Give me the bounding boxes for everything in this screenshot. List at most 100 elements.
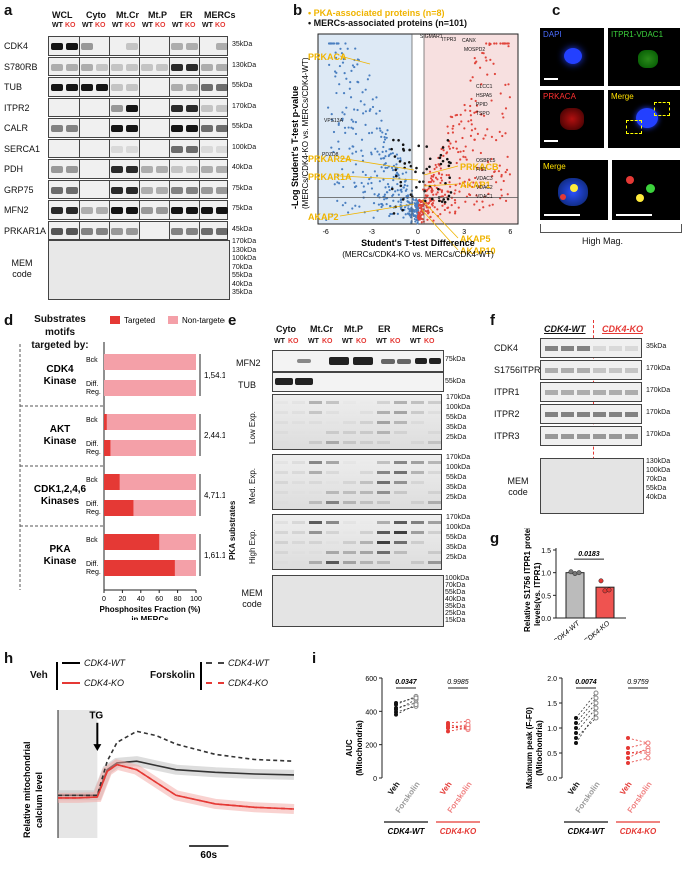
panel-a-mem-blot: [48, 240, 230, 300]
i-ytick: 1.0: [547, 726, 557, 733]
i-ylabel-1: AUC: [345, 739, 354, 757]
g-xtick: CDK4-KO: [583, 620, 612, 640]
panel-a-blots: CDK4 35kDa S780RB 130kDa TUB 55kDa ITPR2 170kDa…: [0, 36, 270, 256]
a-row-label: ITPR2: [4, 102, 30, 113]
i-pair-line: [575, 717, 597, 739]
e-band: [326, 521, 339, 524]
e-exposure-blot: [272, 514, 442, 570]
e-band: [275, 461, 288, 464]
e-pka-substrates: PKA substrates: [228, 500, 237, 560]
i-point-fors: [465, 722, 471, 728]
img-highmag-2: [612, 160, 680, 220]
i-ytick: 200: [365, 743, 377, 750]
e-band: [309, 521, 322, 524]
a-band: [51, 166, 63, 174]
a-lane-divider: [79, 119, 80, 137]
e-band: [428, 521, 441, 524]
e-band: [309, 501, 322, 504]
a-lane-divider: [169, 78, 170, 96]
e-band: [377, 551, 390, 554]
mercs-label: FIS1: [476, 167, 487, 173]
e-band: [394, 541, 407, 544]
a-row-label: TUB: [4, 82, 22, 92]
i-pair-line: [627, 737, 649, 744]
bar-non-targeted: [104, 474, 196, 490]
e-band: [275, 541, 288, 544]
f-band: [577, 390, 590, 395]
mercs-label: CANX: [462, 38, 477, 44]
e-band: [394, 491, 407, 494]
kinase-name-2: Kinase: [44, 436, 77, 447]
a-lane-divider: [79, 98, 80, 116]
i-point-veh: [574, 741, 578, 745]
e-mem-code: MEM code: [241, 588, 263, 609]
a-band: [81, 84, 93, 92]
f-band: [609, 390, 622, 395]
e-band: [360, 481, 373, 484]
e-band: [292, 521, 305, 524]
a-lane-divider: [169, 98, 170, 116]
legend-targeted: Targeted: [124, 316, 155, 325]
b-ylabel-1: -Log Student's T-test p-value: [290, 86, 300, 209]
mercs-label: TSPO: [476, 111, 490, 117]
pka-label: PRKAR1A: [308, 172, 352, 182]
e-band: [275, 441, 288, 444]
a-band: [51, 43, 63, 51]
f-band: [545, 412, 558, 417]
e-band: [428, 401, 441, 404]
a-band: [111, 166, 123, 174]
a-ko-label: KO: [95, 22, 106, 29]
a-blot-strip: [48, 200, 228, 220]
legend-mercs-text: MERCs-associated proteins (n=101): [313, 18, 467, 28]
h-fors-ko-line: [206, 682, 224, 684]
a-lane-divider: [199, 221, 200, 239]
a-band: [66, 84, 78, 92]
i-ytick: 0.0: [547, 776, 557, 783]
f-mem-kda-tick: 70kDa: [646, 476, 667, 483]
label-merge-highmag: Merge: [543, 162, 566, 171]
e-band: [377, 421, 390, 424]
a-lane-divider: [139, 160, 140, 178]
group-mtp: Mt.P: [148, 10, 167, 20]
e-band: [309, 471, 322, 474]
e-band: [343, 481, 356, 484]
e-band: [275, 501, 288, 504]
i-pair-line: [575, 697, 597, 724]
d-pvalue: 4,71.10-8: [204, 491, 225, 500]
f-band: [577, 434, 590, 439]
e-band: [411, 481, 424, 484]
a-band: [201, 84, 213, 92]
h-fors-wt: CDK4-WT: [228, 658, 269, 668]
g-point: [568, 569, 574, 575]
e-band: [411, 471, 424, 474]
a-row-label: S780RB: [4, 61, 38, 72]
a-lane-divider: [169, 180, 170, 198]
i-point-fors: [593, 700, 599, 706]
e-band: [343, 521, 356, 524]
label-dapi: DAPI: [543, 30, 562, 39]
h-fors-ko: CDK4-KO: [228, 678, 269, 688]
a-band: [126, 84, 138, 92]
e-mem-kda-tick: 15kDa: [445, 617, 466, 624]
a-lane-divider: [79, 160, 80, 178]
f-blot-strip: [540, 382, 642, 402]
bar-targeted: [104, 474, 120, 490]
i-point-veh: [394, 706, 398, 710]
h-veh-ko: CDK4-KO: [84, 678, 125, 688]
a-lane-divider: [199, 37, 200, 55]
legend-targeted-swatch: [110, 316, 120, 324]
e-kda-tick: 100kDa: [446, 464, 471, 471]
i-point-fors: [593, 690, 599, 696]
a-lane-divider: [109, 37, 110, 55]
h-scale-label: 60s: [200, 850, 217, 861]
g-xtick: CDK4-WT: [552, 620, 581, 640]
f-mem-kda-tick: 55kDa: [646, 485, 667, 492]
mercs-label: PDZD8: [322, 152, 339, 158]
b-xlabel-1: Student's T-test Difference: [361, 238, 475, 248]
f-band: [545, 368, 558, 373]
i-group-wt: CDK4-WT: [568, 827, 606, 836]
d-bck-label: Bck: [86, 537, 98, 544]
i-pvalue-ko: 0.9985: [447, 679, 469, 686]
i-point-fors: [413, 702, 419, 708]
a-band: [141, 207, 153, 215]
